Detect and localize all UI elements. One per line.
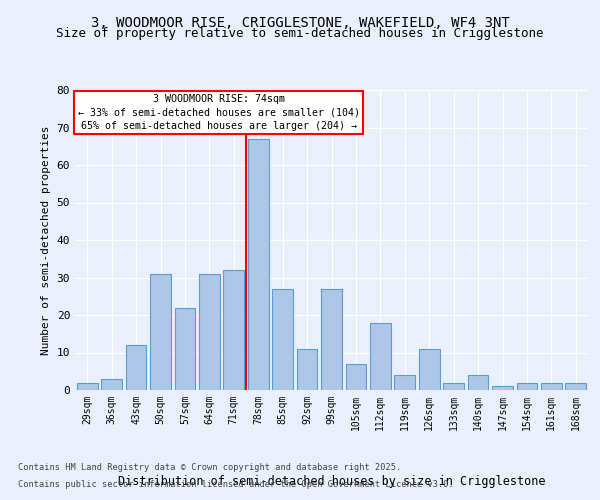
Bar xyxy=(517,382,538,390)
Bar xyxy=(492,386,513,390)
Bar xyxy=(125,345,146,390)
Bar xyxy=(150,274,171,390)
Bar xyxy=(370,322,391,390)
Bar xyxy=(199,274,220,390)
Text: 3 WOODMOOR RISE: 74sqm
← 33% of semi-detached houses are smaller (104)
65% of se: 3 WOODMOOR RISE: 74sqm ← 33% of semi-det… xyxy=(77,94,359,131)
Bar xyxy=(175,308,196,390)
Text: Contains HM Land Registry data © Crown copyright and database right 2025.: Contains HM Land Registry data © Crown c… xyxy=(18,464,401,472)
Bar xyxy=(321,289,342,390)
Bar xyxy=(467,375,488,390)
Text: Contains public sector information licensed under the Open Government Licence v3: Contains public sector information licen… xyxy=(18,480,454,489)
Bar xyxy=(565,382,586,390)
Bar xyxy=(443,382,464,390)
Bar xyxy=(419,349,440,390)
Text: 3, WOODMOOR RISE, CRIGGLESTONE, WAKEFIELD, WF4 3NT: 3, WOODMOOR RISE, CRIGGLESTONE, WAKEFIEL… xyxy=(91,16,509,30)
Bar xyxy=(272,289,293,390)
Bar xyxy=(394,375,415,390)
X-axis label: Distribution of semi-detached houses by size in Crigglestone: Distribution of semi-detached houses by … xyxy=(118,474,545,488)
Bar xyxy=(101,379,122,390)
Bar xyxy=(77,382,98,390)
Bar xyxy=(223,270,244,390)
Bar xyxy=(296,349,317,390)
Text: Size of property relative to semi-detached houses in Crigglestone: Size of property relative to semi-detach… xyxy=(56,28,544,40)
Bar xyxy=(541,382,562,390)
Bar xyxy=(346,364,367,390)
Y-axis label: Number of semi-detached properties: Number of semi-detached properties xyxy=(41,125,51,355)
Bar xyxy=(248,138,269,390)
